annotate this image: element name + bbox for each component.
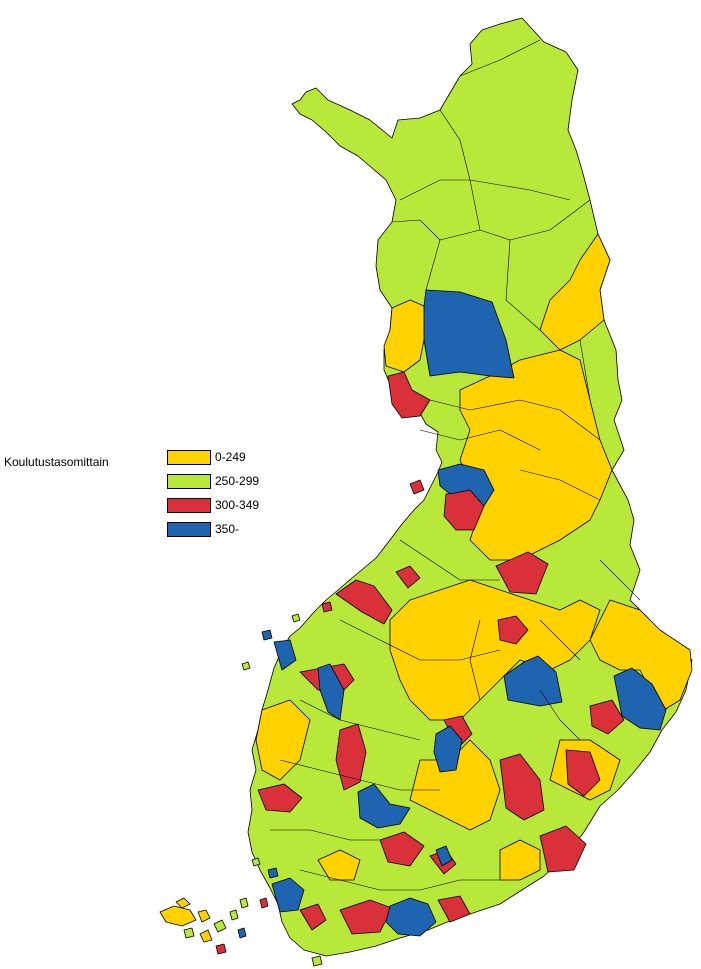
region-red-east: [589, 699, 625, 735]
legend-title: Koulutustasomittain: [4, 455, 109, 469]
region-red-south4: [437, 895, 471, 923]
region-red-south5: [299, 903, 327, 931]
legend-item-2: 300-349: [167, 497, 259, 513]
region-yellow-southcentral: [409, 739, 501, 831]
region-yellow-northwest: [383, 299, 427, 373]
region-red-north-central: [495, 551, 549, 595]
legend-swatch: [167, 473, 211, 489]
region-blue-helsinki: [385, 897, 437, 937]
legend-label: 300-349: [215, 498, 260, 512]
region-yellow-southwest: [317, 849, 361, 881]
region-red-southeast1: [565, 749, 601, 797]
region-blue-east: [613, 667, 667, 731]
region-blue-turku: [271, 877, 305, 913]
region-red-south3: [339, 899, 393, 935]
region-yellow-west: [255, 699, 311, 781]
region-blue-center: [433, 725, 463, 773]
region-red-southwest2: [335, 723, 367, 791]
legend-swatch: [167, 521, 211, 537]
legend-item-3: 350-: [167, 521, 239, 537]
region-red-central: [497, 615, 529, 645]
region-red-south1: [379, 831, 425, 867]
archipelago-islets: [241, 601, 333, 967]
region-blue-central: [503, 655, 563, 707]
region-blue-westcoast: [273, 639, 297, 671]
region-red-northwest: [387, 371, 431, 419]
aland-islands: [159, 897, 249, 955]
region-yellow-central: [389, 579, 601, 721]
region-blue-tampere: [357, 783, 411, 829]
region-red-small1: [395, 565, 421, 589]
municipal-borders: [270, 39, 641, 891]
region-blue-north: [423, 289, 515, 379]
region-blue-oulu: [437, 463, 495, 507]
region-red-islet: [409, 479, 425, 495]
legend-label: 250-299: [215, 474, 260, 488]
region-red-southwest1: [257, 783, 303, 813]
region-red-south-central: [499, 753, 545, 821]
legend-swatch: [167, 449, 211, 465]
region-red-southeast2: [539, 825, 587, 873]
region-blue-south: [435, 845, 453, 867]
region-red-west-coast: [335, 579, 393, 625]
legend-label: 0-249: [215, 450, 246, 464]
legend-item-1: 250-299: [167, 473, 259, 489]
legend-label: 350-: [215, 522, 240, 536]
legend-swatch: [167, 497, 211, 513]
legend-item-0: 0-249: [167, 449, 246, 465]
